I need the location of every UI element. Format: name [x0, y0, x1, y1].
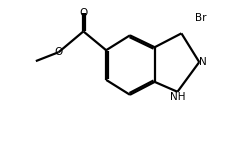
- Text: O: O: [55, 47, 63, 57]
- Text: N: N: [199, 57, 207, 67]
- Text: O: O: [79, 8, 88, 18]
- Text: NH: NH: [170, 92, 185, 102]
- Text: Br: Br: [195, 12, 207, 23]
